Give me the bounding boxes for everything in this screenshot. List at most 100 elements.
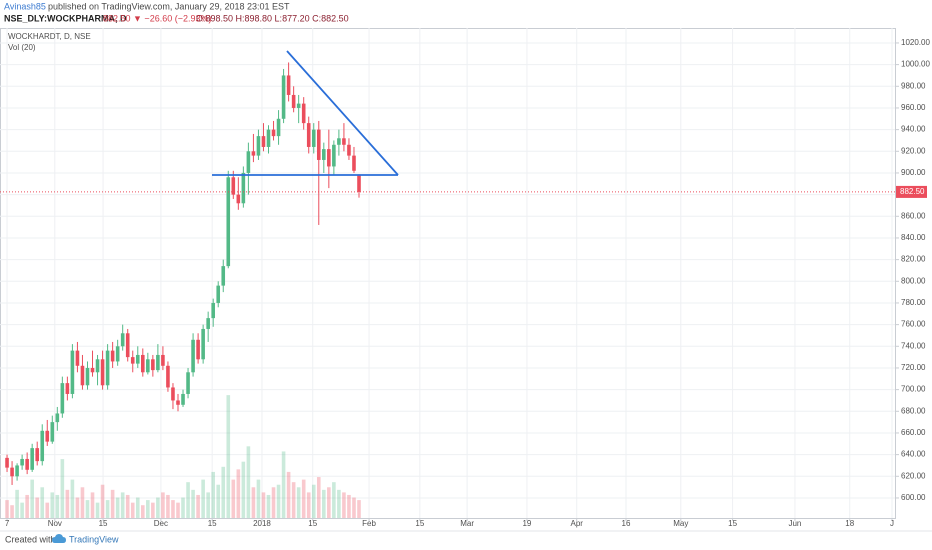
volume-bar xyxy=(70,479,75,518)
candle-body xyxy=(20,458,24,466)
candle-body xyxy=(256,136,261,156)
volume-bar xyxy=(25,494,29,518)
volume-bar xyxy=(216,484,221,518)
volume-bar xyxy=(266,494,271,518)
volume-bar xyxy=(35,497,40,518)
volume-bar xyxy=(100,484,105,518)
y-tick-label: 600.00 xyxy=(901,493,926,502)
candle-body xyxy=(266,129,271,147)
candle-body xyxy=(110,350,115,362)
candle-body xyxy=(105,350,110,386)
candle-body xyxy=(35,448,40,462)
candle-body xyxy=(337,138,341,145)
author[interactable]: Avinash85 xyxy=(4,1,46,11)
candle-body xyxy=(80,365,85,386)
volume-bar xyxy=(45,502,50,518)
volume-bar xyxy=(135,497,140,518)
candle-body xyxy=(291,94,296,108)
candle-body xyxy=(65,383,70,394)
candle-body xyxy=(311,129,316,147)
volume-bar xyxy=(281,451,286,518)
candle-body xyxy=(120,333,125,347)
candle-body xyxy=(357,174,361,192)
x-tick-label: 15 xyxy=(208,519,217,528)
x-tick-label: May xyxy=(673,519,688,528)
volume-bar xyxy=(322,489,326,518)
candle-body xyxy=(261,136,266,147)
candle-body xyxy=(352,155,356,171)
candle-body xyxy=(226,177,231,267)
candle-body xyxy=(191,339,195,373)
chart-title: WOCKHARDT, D, NSE xyxy=(8,32,91,41)
volume-bar xyxy=(146,500,150,518)
x-tick-label: Dec xyxy=(154,519,168,528)
volume-bar xyxy=(327,487,331,518)
x-tick-label: 15 xyxy=(99,519,108,528)
volume-bar xyxy=(60,459,65,518)
y-tick-label: 700.00 xyxy=(901,385,926,394)
y-tick-label: 760.00 xyxy=(901,320,926,329)
volume-bar xyxy=(226,395,231,518)
volume-bar xyxy=(276,484,281,518)
candle-body xyxy=(322,149,326,160)
x-tick-label: 2018 xyxy=(253,519,271,528)
candle-body xyxy=(246,151,251,173)
candle-body xyxy=(140,354,145,373)
y-tick-label: 840.00 xyxy=(901,233,926,242)
y-tick-label: 980.00 xyxy=(901,81,926,90)
y-tick-label: 740.00 xyxy=(901,341,926,350)
volume-bar xyxy=(140,505,145,518)
candle-body xyxy=(231,177,236,195)
volume-bar xyxy=(256,479,261,518)
volume-bar xyxy=(301,479,306,518)
volume-bar xyxy=(115,497,120,518)
logo xyxy=(52,534,66,543)
footer-created: Created with xyxy=(5,534,56,544)
candle-body xyxy=(251,151,256,156)
y-tick-label: 1000.00 xyxy=(901,60,930,69)
volume-bar xyxy=(196,494,200,518)
candle-body xyxy=(196,339,200,360)
candle-body xyxy=(130,357,135,364)
candle-body xyxy=(332,144,336,167)
candle-body xyxy=(166,365,170,388)
footer-brand[interactable]: TradingView xyxy=(69,534,119,544)
x-tick-label: Mar xyxy=(460,519,474,528)
ohlc: O:898.50 H:898.80 L:877.20 C:882.50 xyxy=(196,13,349,23)
candle-body xyxy=(60,383,65,414)
x-tick-label: J xyxy=(890,519,894,528)
candle-body xyxy=(5,457,9,468)
volume-bar xyxy=(30,479,34,518)
volume-bar xyxy=(85,500,90,518)
axes: 600.00 620.00 640.00 660.00 680.00 700.00 720.… xyxy=(0,38,930,528)
candle-body xyxy=(347,144,351,156)
trend-line[interactable] xyxy=(286,50,399,176)
volume-bar xyxy=(347,494,351,518)
candle-body xyxy=(75,350,80,366)
grid xyxy=(0,28,895,518)
candles xyxy=(5,62,361,485)
x-tick-label: 15 xyxy=(415,519,424,528)
volume-bar xyxy=(332,482,336,518)
candle-body xyxy=(15,465,19,477)
candle-body xyxy=(90,367,95,373)
x-tick-label: 7 xyxy=(5,519,10,528)
candle-body xyxy=(55,413,60,423)
candle-body xyxy=(125,333,130,358)
volume-bar xyxy=(55,494,60,518)
candle-body xyxy=(236,194,241,204)
plot-frame xyxy=(0,28,896,519)
y-tick-label: 1020.00 xyxy=(901,38,930,47)
volume-bar xyxy=(156,497,160,518)
candle-body xyxy=(286,75,291,95)
candle-body xyxy=(40,430,45,462)
candle-body xyxy=(221,266,226,286)
volume-bar xyxy=(20,502,24,518)
candle-body xyxy=(45,430,50,442)
last-price-label: 882.50 xyxy=(900,187,925,196)
volume-bar xyxy=(161,492,165,518)
x-tick-label: Nov xyxy=(48,519,62,528)
x-tick-label: Jun xyxy=(788,519,801,528)
volume-bar xyxy=(251,487,256,518)
